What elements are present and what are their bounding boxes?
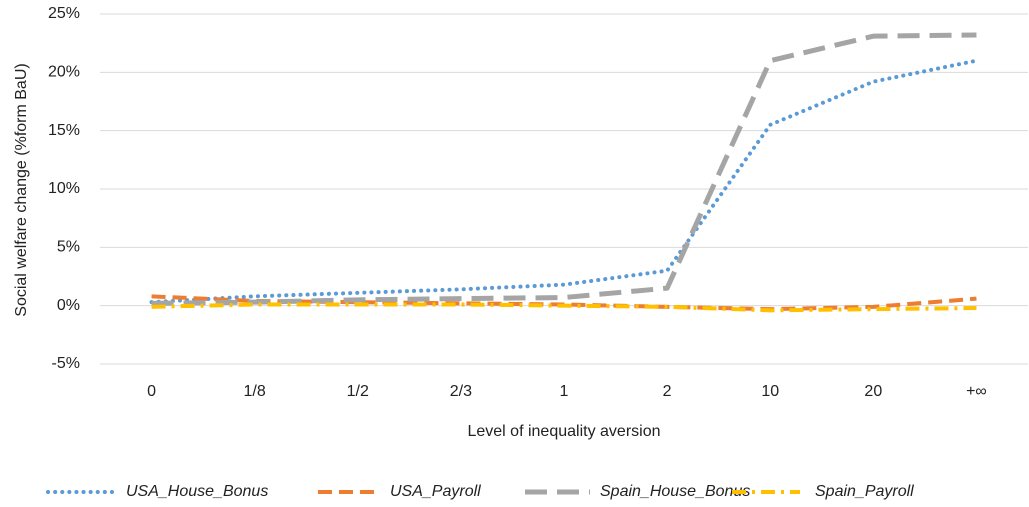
x-tick-label: 1/2 xyxy=(347,383,369,400)
y-tick-label: 10% xyxy=(48,180,80,197)
legend-label: Spain_House_Bonus xyxy=(600,483,750,500)
x-tick-label: 20 xyxy=(864,383,882,400)
y-tick-label: 5% xyxy=(57,239,80,256)
x-tick-label: 2 xyxy=(663,383,672,400)
x-tick-label: 1/8 xyxy=(244,383,266,400)
x-tick-label: 2/3 xyxy=(450,383,472,400)
x-tick-label: 10 xyxy=(761,383,779,400)
x-axis-title: Level of inequality aversion xyxy=(467,423,660,440)
legend-label: USA_Payroll xyxy=(390,483,481,500)
y-tick-label: -5% xyxy=(52,355,80,372)
x-tick-label: 0 xyxy=(147,383,156,400)
legend-label: USA_House_Bonus xyxy=(126,483,268,500)
series-line xyxy=(151,302,977,313)
x-tick-label: 1 xyxy=(560,383,569,400)
legend-label: Spain_Payroll xyxy=(815,483,914,500)
y-axis-title: Social welfare change (%form BaU) xyxy=(13,63,30,316)
x-tick-label: +∞ xyxy=(966,383,987,400)
y-tick-label: 25% xyxy=(48,5,80,22)
series-line xyxy=(151,32,977,306)
y-tick-label: 0% xyxy=(57,297,80,314)
series-line xyxy=(149,58,979,305)
y-tick-label: 20% xyxy=(48,64,80,81)
y-tick-label: 15% xyxy=(48,122,80,139)
